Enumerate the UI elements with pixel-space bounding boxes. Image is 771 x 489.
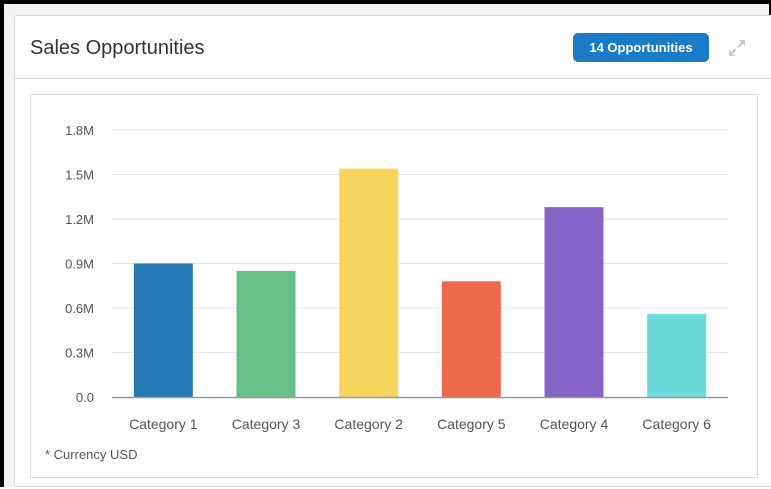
opportunities-badge[interactable]: 14 Opportunities: [573, 33, 709, 62]
card-header: Sales Opportunities 14 Opportunities: [15, 16, 771, 79]
y-tick-label: 1.2M: [65, 212, 94, 227]
y-tick-label: 0.9M: [65, 257, 94, 272]
expand-icon[interactable]: [725, 36, 749, 60]
x-tick-label: Category 6: [642, 416, 711, 432]
chart-panel: 0.0 0.3M 0.6M 0.9M 1.2M 1.5M 1.8M Category 1 Cat…: [30, 94, 758, 478]
bar: [544, 207, 604, 397]
bar: [339, 168, 399, 397]
x-tick-label: Category 4: [540, 416, 609, 432]
currency-footnote: * Currency USD: [45, 447, 138, 462]
bar-chart: 0.0 0.3M 0.6M 0.9M 1.2M 1.5M 1.8M Category 1 Cat…: [65, 123, 728, 432]
sales-opportunities-card: Sales Opportunities 14 Opportunities 0.0…: [14, 15, 771, 487]
y-tick-label: 1.5M: [65, 168, 94, 183]
bar: [647, 313, 707, 397]
x-tick-label: Category 2: [334, 416, 403, 432]
x-tick-label: Category 3: [232, 416, 301, 432]
card-title: Sales Opportunities: [30, 37, 205, 59]
x-tick-label: Category 1: [129, 416, 198, 432]
bar: [133, 263, 193, 397]
bar: [236, 270, 296, 397]
y-tick-label: 0.6M: [65, 301, 94, 316]
y-tick-label: 0.0: [76, 390, 94, 405]
y-tick-label: 0.3M: [65, 346, 94, 361]
x-tick-label: Category 5: [437, 416, 506, 432]
bar: [441, 281, 501, 397]
y-tick-label: 1.8M: [65, 123, 94, 138]
expand-icon-glyph: [729, 40, 745, 56]
